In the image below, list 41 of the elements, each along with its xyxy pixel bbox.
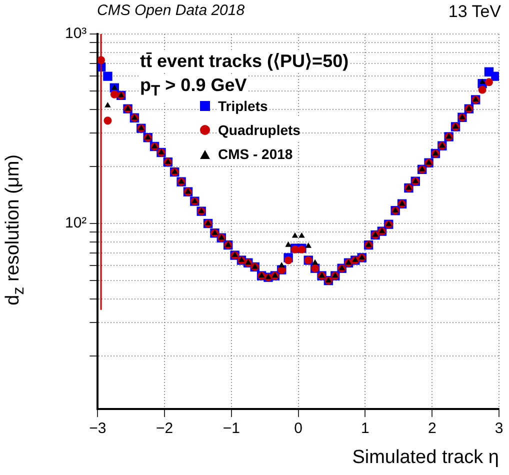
- point: [292, 232, 298, 238]
- x-tick-label: 3: [494, 420, 504, 438]
- point: [285, 241, 292, 247]
- chart-title: CMS Open Data 2018: [97, 2, 245, 19]
- legend-label: CMS - 2018: [218, 142, 293, 166]
- x-tick-label: −2: [156, 420, 174, 438]
- point: [484, 78, 493, 86]
- point: [104, 102, 111, 108]
- point: [298, 232, 305, 238]
- point: [164, 158, 172, 164]
- point: [103, 72, 112, 81]
- x-tick-label: 0: [294, 420, 303, 438]
- y-tick-label: 10²: [64, 214, 87, 232]
- point: [104, 116, 112, 125]
- chart-subtitle: 13 TeV: [448, 2, 501, 22]
- legend-label: Triplets: [218, 94, 268, 118]
- x-axis-title: Simulated track η: [352, 447, 499, 469]
- x-tick-label: −3: [89, 420, 106, 438]
- point: [312, 259, 318, 265]
- y-tick-label: 10³: [64, 25, 87, 42]
- point: [479, 78, 486, 84]
- x-tick-label: −1: [222, 420, 240, 438]
- annotation: tt̄ event tracks (⟨PU⟩=50): [140, 51, 349, 72]
- annotation: p$_{T}$ > 0.9 GeV: [140, 75, 247, 100]
- point: [478, 86, 486, 94]
- point: [278, 262, 285, 268]
- point: [284, 256, 292, 264]
- point: [325, 276, 332, 282]
- x-tick-label: 2: [428, 420, 436, 438]
- legend-label: Quadruplets: [218, 118, 300, 142]
- point: [305, 242, 312, 248]
- point: [224, 241, 232, 247]
- point: [144, 134, 151, 140]
- point: [432, 150, 439, 156]
- point: [111, 84, 118, 90]
- point: [365, 241, 372, 247]
- point: [491, 72, 499, 81]
- x-tick-label: 1: [361, 420, 370, 438]
- point: [110, 90, 118, 98]
- point: [392, 206, 398, 212]
- point: [212, 230, 218, 235]
